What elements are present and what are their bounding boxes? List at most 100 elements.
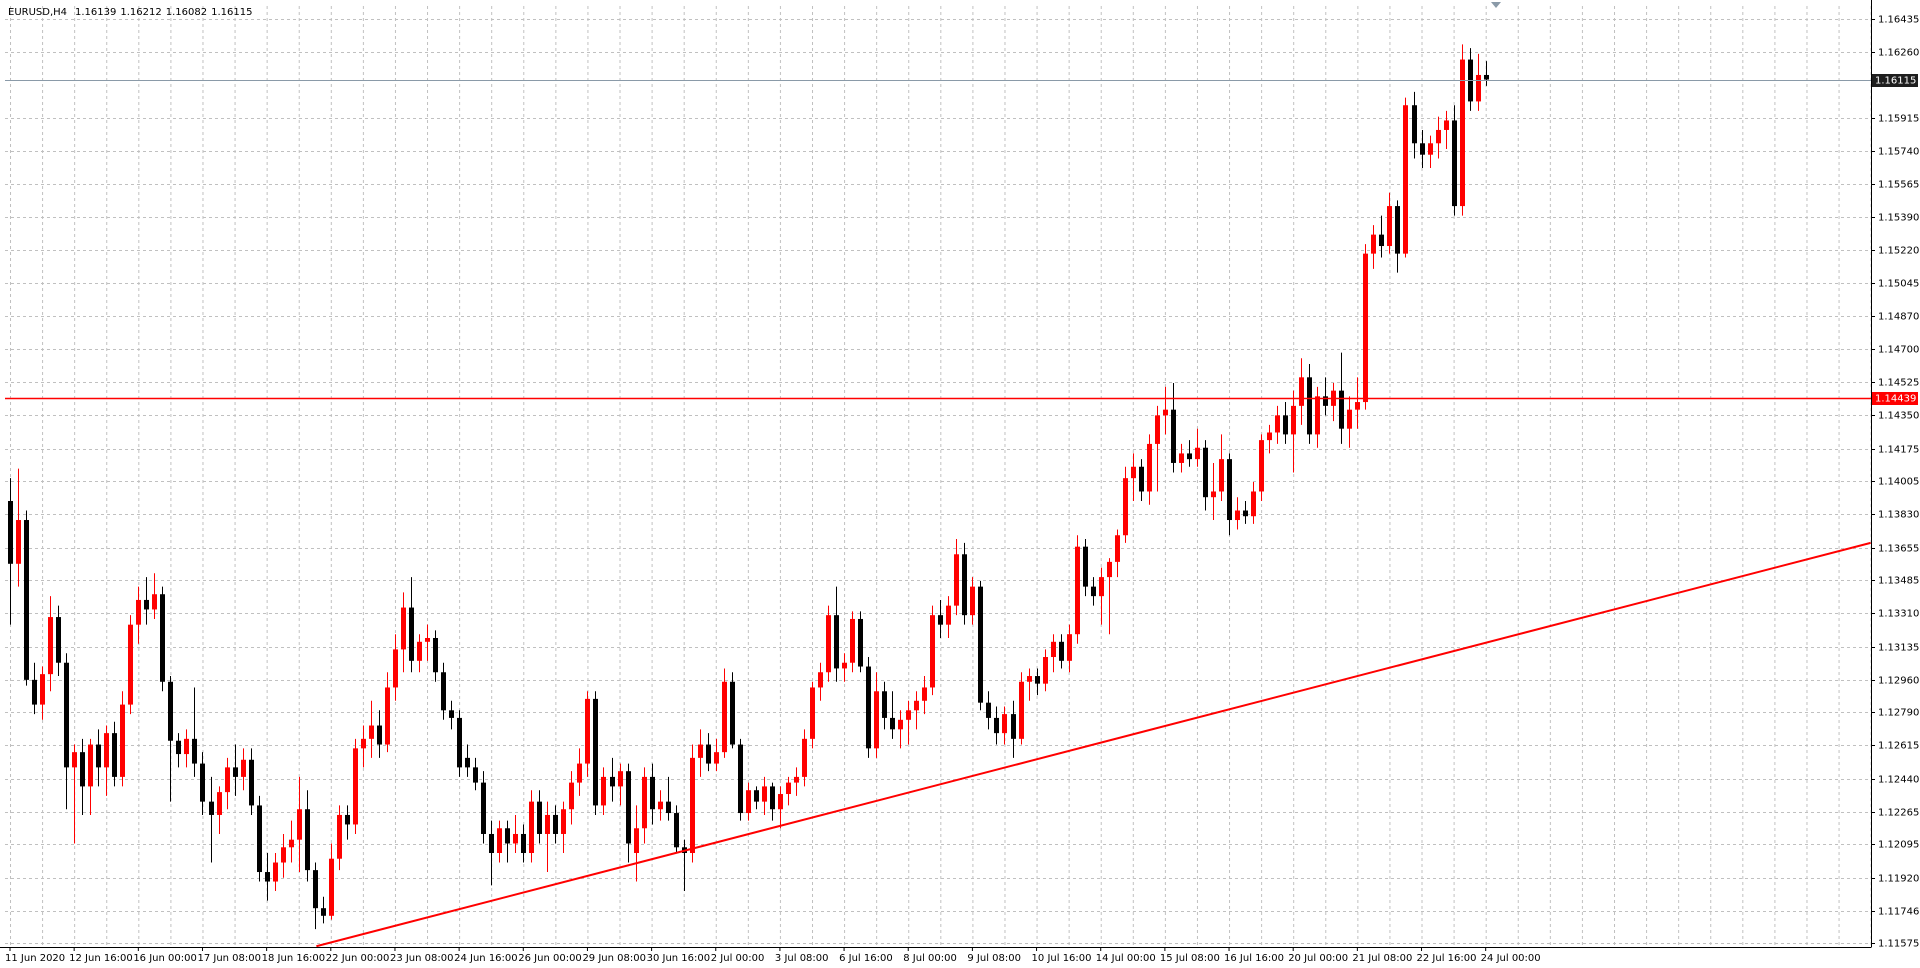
candle-body (730, 681, 735, 745)
candle-body (1412, 105, 1417, 144)
y-tick-label: 1.13310 (1878, 609, 1919, 620)
candle-body (898, 719, 903, 730)
candle-body (1115, 535, 1120, 562)
y-tick-label: 1.14175 (1878, 445, 1919, 456)
candle-body (401, 607, 406, 650)
y-tick-label: 1.11575 (1878, 939, 1919, 950)
candle-body (1083, 546, 1088, 587)
vertical-grid (5, 4, 1871, 947)
candle-body (610, 776, 615, 787)
candle-body (136, 599, 141, 625)
candle-body (1436, 129, 1441, 144)
candle-body (273, 862, 278, 882)
y-tick-label: 1.15220 (1878, 246, 1919, 257)
y-tick-label: 1.12095 (1878, 840, 1919, 851)
candle-body (505, 828, 510, 844)
candle-body (794, 776, 799, 783)
y-tick-label: 1.16260 (1878, 48, 1919, 59)
candle-body (345, 814, 350, 825)
candle-body (778, 794, 783, 810)
x-tick-label: 20 Jul 00:00 (1288, 953, 1348, 964)
candle-body (1035, 676, 1040, 684)
bid-label: 1.16115 (1875, 76, 1916, 87)
candle-body (874, 691, 879, 749)
x-tick-label: 8 Jul 00:00 (903, 953, 957, 964)
candle-body (1187, 453, 1192, 460)
candle-body (48, 617, 53, 675)
low-price: 1.16082 (166, 7, 207, 18)
y-tick-label: 1.12265 (1878, 808, 1919, 819)
candle-body (1420, 143, 1425, 155)
candle-body (369, 725, 374, 739)
candle-body (970, 586, 975, 616)
candle-body (754, 790, 759, 802)
x-tick-label: 24 Jun 16:00 (454, 953, 518, 964)
candle-body (786, 782, 791, 795)
candle-body (96, 744, 101, 768)
candle-body (618, 771, 623, 787)
candle-body (72, 752, 77, 768)
candle-body (88, 744, 93, 787)
y-tick-label: 1.13135 (1878, 643, 1919, 654)
candle-body (1243, 510, 1248, 517)
candle-body (24, 520, 29, 680)
candle-body (1043, 657, 1048, 684)
candle-body (297, 809, 302, 840)
candle-body (249, 759, 254, 806)
candle-body (1107, 561, 1112, 578)
candle-body (176, 740, 181, 755)
candle-body (626, 771, 631, 844)
y-tick-label: 1.12790 (1878, 708, 1919, 719)
y-tick-label: 1.16435 (1878, 15, 1919, 26)
candle-body (192, 738, 197, 764)
candle-body (650, 776, 655, 810)
candle-body (1155, 415, 1160, 444)
candle-body (706, 744, 711, 764)
candle-body (152, 594, 157, 610)
candle-body (353, 748, 358, 825)
candle-body (1339, 390, 1344, 429)
x-tick-label: 21 Jul 08:00 (1352, 953, 1412, 964)
candle-body (1323, 396, 1328, 406)
y-tick-label: 1.12615 (1878, 741, 1919, 752)
candle-body (281, 847, 286, 863)
candle-body (393, 649, 398, 688)
candle-body (1051, 641, 1056, 658)
candle-body (1179, 453, 1184, 463)
candle-body (1347, 409, 1352, 429)
candle-body (738, 744, 743, 814)
candle-body (890, 717, 895, 730)
candle-body (714, 752, 719, 764)
candle-body (994, 717, 999, 734)
candle-body (1235, 510, 1240, 521)
candle-body (1211, 491, 1216, 498)
candle-body (529, 801, 534, 854)
candle-body (200, 763, 205, 802)
candle-body (882, 691, 887, 718)
candle-body (914, 700, 919, 711)
candle-body (1059, 641, 1064, 661)
y-tick-label: 1.14700 (1878, 345, 1919, 356)
candle-body (104, 733, 109, 768)
x-tick-label: 2 Jul 00:00 (711, 953, 765, 964)
candle-body (1484, 74, 1489, 80)
candle-body (1299, 377, 1304, 406)
candle-body (1275, 415, 1280, 433)
candle-body (1476, 74, 1481, 102)
x-tick-label: 3 Jul 08:00 (775, 953, 829, 964)
candle-body (674, 813, 679, 848)
candle-body (826, 615, 831, 673)
candle-body (8, 500, 13, 564)
candle-body (168, 681, 173, 741)
candle-body (1203, 447, 1208, 498)
candle-body (1379, 234, 1384, 247)
candle-body (1355, 402, 1360, 410)
candle-body (1067, 634, 1072, 661)
candle-body (850, 618, 855, 663)
y-tick-label: 1.15740 (1878, 147, 1919, 158)
candle-body (120, 704, 125, 777)
candle-body (241, 759, 246, 777)
candle-body (642, 776, 647, 829)
candle-body (866, 666, 871, 749)
